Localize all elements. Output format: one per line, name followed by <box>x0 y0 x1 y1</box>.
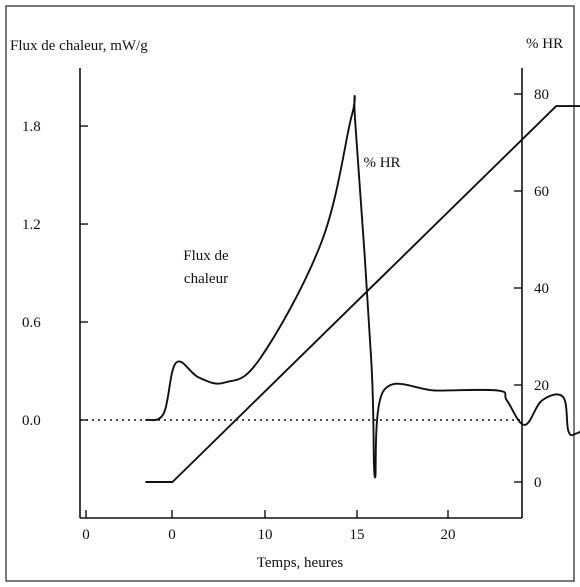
y-left-tick-label: 0.6 <box>22 315 41 331</box>
chart-frame <box>5 5 575 582</box>
annotation-flux-line2: chaleur <box>184 271 228 287</box>
series-line-heat-flux <box>145 95 580 479</box>
annotation-flux-line1: Flux de <box>183 248 229 264</box>
y-left-tick-label: 0.0 <box>22 413 41 429</box>
y-right-tick-label: 80 <box>534 87 549 103</box>
plot-layer <box>80 95 580 483</box>
x-tick-label: 0 <box>168 527 176 543</box>
x-tick-label: 20 <box>441 527 456 543</box>
y-left-label: Flux de chaleur, mW/g <box>10 38 148 54</box>
y-right-tick-label: 60 <box>534 184 549 200</box>
x-axis-label: Temps, heures <box>257 555 344 571</box>
x-tick-label: 15 <box>350 527 365 543</box>
y-left-tick-label: 1.2 <box>22 217 41 233</box>
x-tick-label: 10 <box>258 527 273 543</box>
x-tick-label: 0 <box>82 527 90 543</box>
y-right-tick-label: 40 <box>534 281 549 297</box>
annotation-hr: % HR <box>363 155 400 171</box>
y-right-label: % HR <box>526 36 563 52</box>
y-left-tick-label: 1.8 <box>22 119 41 135</box>
y-right-tick-label: 20 <box>534 378 549 394</box>
y-right-tick-label: 0 <box>534 475 542 491</box>
ticks-layer: 0 0 10 15 20 0.0 0.6 1.2 1.8 0 20 40 60 80 <box>22 87 549 543</box>
series-line-hr <box>145 105 580 483</box>
